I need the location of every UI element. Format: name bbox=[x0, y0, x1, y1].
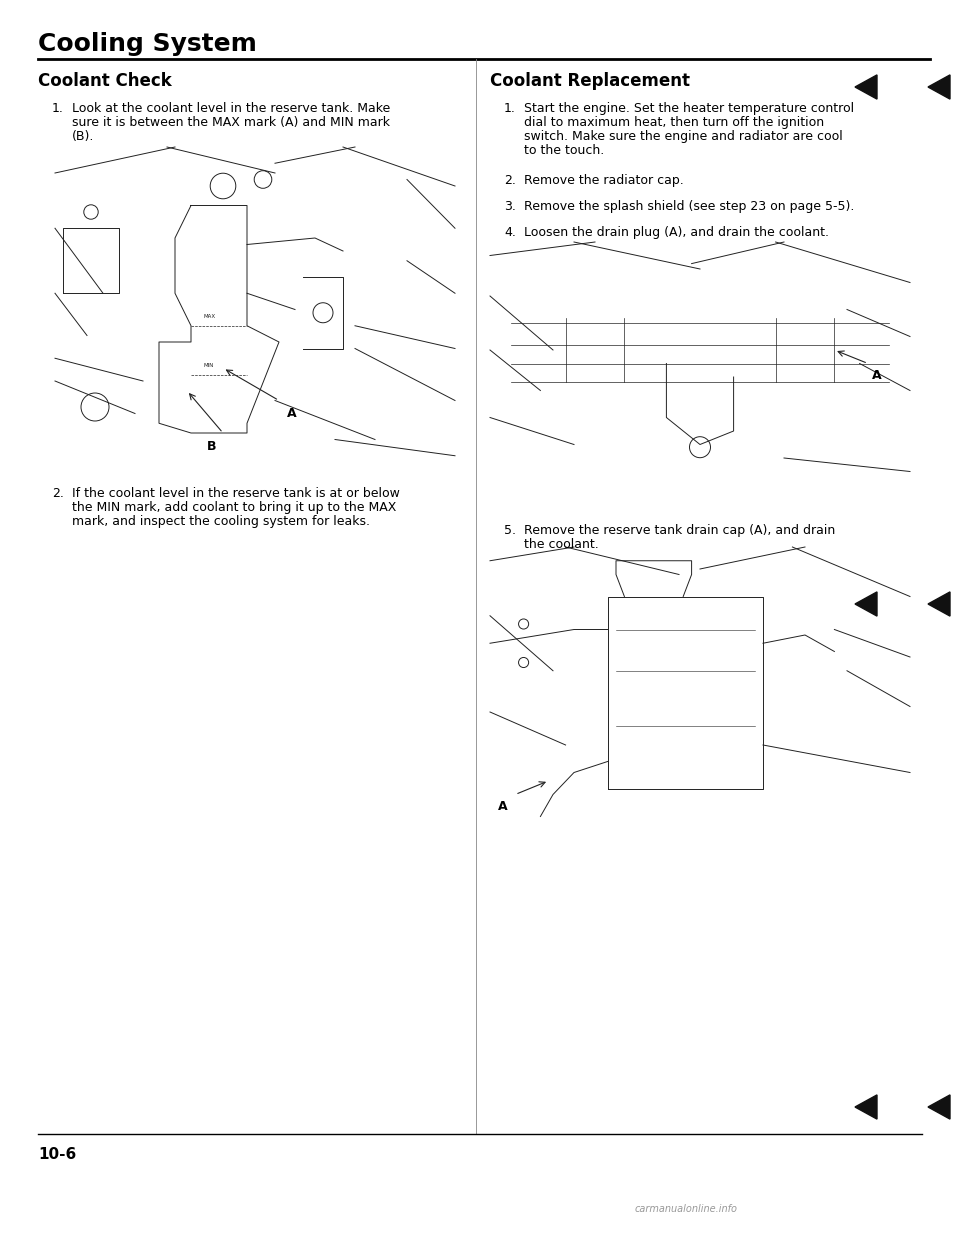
Text: (B).: (B). bbox=[72, 130, 94, 143]
Text: If the coolant level in the reserve tank is at or below: If the coolant level in the reserve tank… bbox=[72, 487, 400, 501]
Polygon shape bbox=[928, 75, 950, 99]
Text: Cooling System: Cooling System bbox=[38, 32, 257, 56]
Text: A: A bbox=[287, 407, 297, 420]
Polygon shape bbox=[855, 75, 877, 99]
Text: MIN: MIN bbox=[203, 363, 213, 368]
Text: Remove the radiator cap.: Remove the radiator cap. bbox=[524, 174, 684, 188]
Text: 1.: 1. bbox=[52, 102, 64, 116]
Text: Remove the reserve tank drain cap (A), and drain: Remove the reserve tank drain cap (A), a… bbox=[524, 524, 835, 537]
Text: 2.: 2. bbox=[504, 174, 516, 188]
Polygon shape bbox=[855, 1095, 877, 1119]
Text: A: A bbox=[498, 800, 508, 814]
Text: 4.: 4. bbox=[504, 226, 516, 238]
Text: 5.: 5. bbox=[504, 524, 516, 537]
Text: dial to maximum heat, then turn off the ignition: dial to maximum heat, then turn off the … bbox=[524, 116, 824, 129]
Text: Coolant Replacement: Coolant Replacement bbox=[490, 72, 690, 89]
Text: Coolant Check: Coolant Check bbox=[38, 72, 172, 89]
Text: A: A bbox=[873, 369, 882, 381]
Text: Look at the coolant level in the reserve tank. Make: Look at the coolant level in the reserve… bbox=[72, 102, 391, 116]
Text: carmanualonline.info: carmanualonline.info bbox=[635, 1203, 738, 1213]
Polygon shape bbox=[928, 592, 950, 616]
Polygon shape bbox=[928, 1095, 950, 1119]
Text: switch. Make sure the engine and radiator are cool: switch. Make sure the engine and radiato… bbox=[524, 130, 843, 143]
Text: MAX: MAX bbox=[203, 314, 215, 319]
Text: 3.: 3. bbox=[504, 200, 516, 212]
Text: the coolant.: the coolant. bbox=[524, 538, 599, 551]
Text: 2.: 2. bbox=[52, 487, 64, 501]
Text: 10-6: 10-6 bbox=[38, 1148, 76, 1163]
Text: Remove the splash shield (see step 23 on page 5-5).: Remove the splash shield (see step 23 on… bbox=[524, 200, 854, 212]
Text: sure it is between the MAX mark (A) and MIN mark: sure it is between the MAX mark (A) and … bbox=[72, 116, 390, 129]
Text: Loosen the drain plug (A), and drain the coolant.: Loosen the drain plug (A), and drain the… bbox=[524, 226, 829, 238]
Text: B: B bbox=[207, 440, 217, 452]
Polygon shape bbox=[855, 592, 877, 616]
Text: mark, and inspect the cooling system for leaks.: mark, and inspect the cooling system for… bbox=[72, 515, 370, 528]
Text: to the touch.: to the touch. bbox=[524, 144, 604, 156]
Text: Start the engine. Set the heater temperature control: Start the engine. Set the heater tempera… bbox=[524, 102, 854, 116]
Text: the MIN mark, add coolant to bring it up to the MAX: the MIN mark, add coolant to bring it up… bbox=[72, 501, 396, 514]
Text: 1.: 1. bbox=[504, 102, 516, 116]
